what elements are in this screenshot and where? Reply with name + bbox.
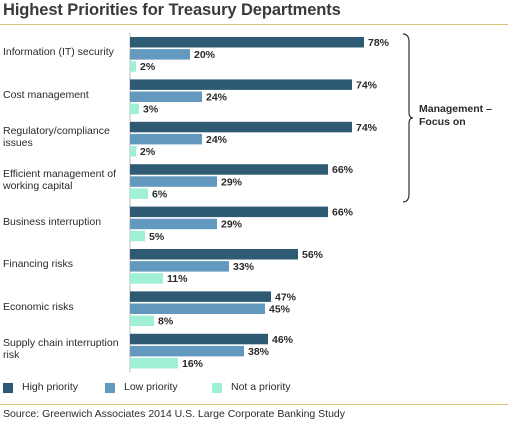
bar-2-1 — [130, 103, 139, 115]
bar-1-1 — [130, 91, 202, 102]
data-label-0-2: 74% — [356, 122, 378, 134]
category-label-2: Regulatory/compliance issues — [3, 125, 110, 150]
category-label-3: Efficient management of working capital — [3, 167, 117, 192]
bar-0-2 — [130, 121, 352, 133]
data-label-2-7: 16% — [182, 358, 204, 370]
bar-1-4 — [130, 218, 217, 230]
bar-2-3 — [130, 188, 148, 199]
bar-0-1 — [130, 79, 352, 90]
bar-2-4 — [130, 230, 145, 242]
data-label-2-6: 8% — [158, 316, 174, 328]
title-divider — [0, 24, 508, 25]
data-label-1-4: 29% — [221, 219, 243, 231]
bar-1-3 — [130, 176, 217, 187]
legend-swatch-2 — [212, 383, 222, 393]
bar-2-6 — [130, 315, 154, 327]
chart-title: Highest Priorities for Treasury Departme… — [3, 1, 341, 19]
data-label-1-6: 45% — [269, 304, 291, 316]
data-label-0-1: 74% — [356, 79, 378, 91]
category-label-6: Economic risks — [3, 300, 74, 313]
data-label-2-3: 6% — [152, 188, 168, 200]
data-label-2-1: 3% — [143, 104, 159, 116]
data-label-2-0: 2% — [140, 61, 156, 73]
bar-1-7 — [130, 345, 244, 357]
category-label-1: Cost management — [3, 88, 89, 101]
bar-1-5 — [130, 261, 229, 272]
data-label-1-1: 24% — [206, 92, 228, 104]
source-divider — [0, 404, 508, 405]
bar-0-7 — [130, 333, 268, 345]
data-label-0-3: 66% — [332, 164, 354, 176]
bar-2-5 — [130, 273, 163, 284]
bar-0-4 — [130, 206, 328, 218]
bracket-annotation: Management – Focus on — [419, 103, 492, 128]
data-label-1-2: 24% — [206, 134, 228, 146]
category-label-7: Supply chain interruption risk — [3, 337, 119, 362]
bar-1-0 — [130, 49, 190, 60]
bar-0-6 — [130, 291, 271, 302]
bar-0-0 — [130, 37, 364, 48]
bar-0-5 — [130, 249, 298, 260]
bar-2-7 — [130, 358, 178, 369]
bar-1-2 — [130, 133, 202, 145]
legend-swatch-0 — [3, 383, 13, 393]
source-note: Source: Greenwich Associates 2014 U.S. L… — [3, 408, 346, 420]
bar-2-2 — [130, 146, 136, 157]
category-label-4: Business interruption — [3, 215, 102, 228]
category-label-5: Financing risks — [3, 258, 74, 271]
data-label-1-3: 29% — [221, 176, 243, 188]
data-label-0-5: 56% — [302, 249, 324, 261]
bar-0-3 — [130, 164, 328, 175]
category-label-0: Information (IT) security — [3, 46, 114, 59]
legend-swatch-1 — [105, 383, 115, 393]
legend-label-0: High priority — [22, 381, 79, 393]
data-label-2-4: 5% — [149, 231, 165, 243]
bar-chart: 78% 20% 2% 74% 24% 3% 74% 24% 2% 66% 29% 6% 66% 29% 5%… — [129, 33, 414, 373]
bar-1-6 — [130, 303, 265, 314]
annotation-bracket — [402, 33, 414, 203]
data-label-2-2: 2% — [140, 146, 156, 158]
data-label-0-0: 78% — [368, 37, 390, 49]
legend-label-2: Not a priority — [231, 381, 291, 393]
data-label-1-0: 20% — [194, 49, 216, 61]
data-label-0-4: 66% — [332, 207, 354, 219]
bar-2-0 — [130, 61, 136, 72]
data-label-0-6: 47% — [275, 291, 297, 303]
legend-label-1: Low priority — [124, 381, 178, 393]
data-label-0-7: 46% — [272, 334, 294, 346]
data-label-1-7: 38% — [248, 346, 270, 358]
data-label-2-5: 11% — [167, 273, 188, 285]
data-label-1-5: 33% — [233, 261, 255, 273]
